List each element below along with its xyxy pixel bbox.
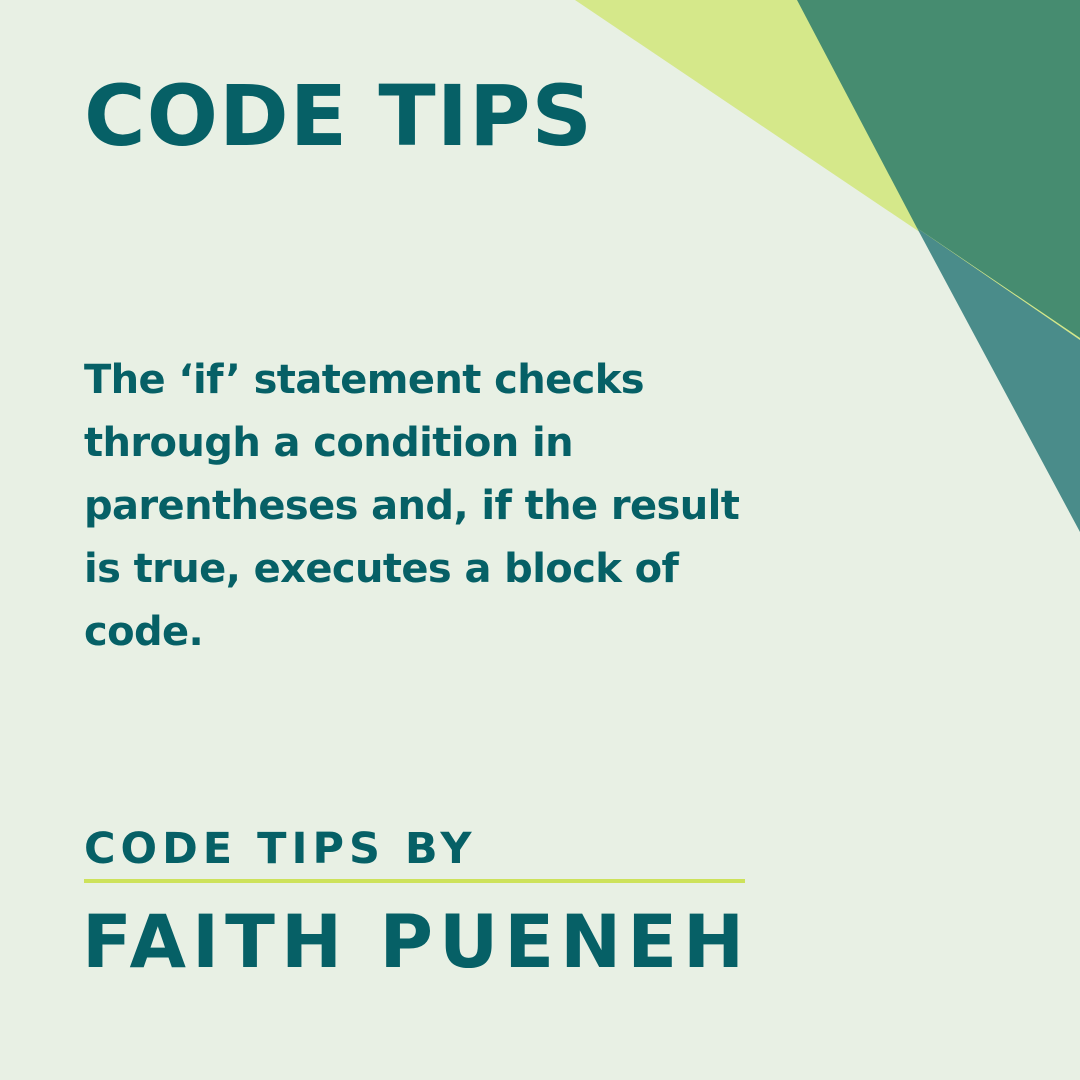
byline-divider xyxy=(84,879,745,883)
author-name: FAITH PUENEH xyxy=(82,900,751,985)
forest-triangle xyxy=(797,0,1080,338)
teal-triangle xyxy=(917,228,1080,532)
byline-label: CODE TIPS BY xyxy=(84,824,477,874)
page-title: CODE TIPS xyxy=(84,67,594,165)
tip-text: The ‘if’ statement checks through a cond… xyxy=(84,357,740,655)
